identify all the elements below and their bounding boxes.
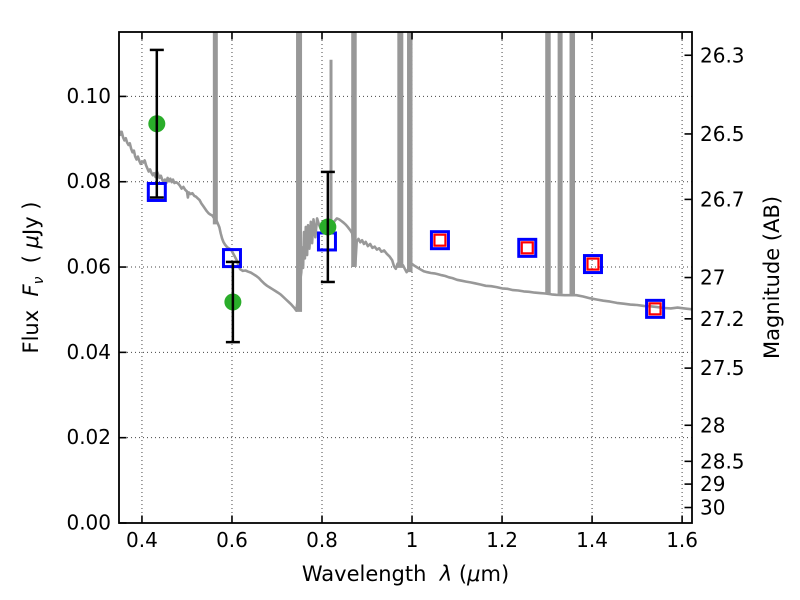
ir-photometry-point xyxy=(648,302,662,316)
magnitude-tick-label: 27.2 xyxy=(700,307,745,331)
flux-tick-label: 0.08 xyxy=(66,169,111,193)
magnitude-tick-label: 28.5 xyxy=(700,449,745,473)
x-tick-label: 1 xyxy=(406,528,419,552)
error-bars xyxy=(149,48,335,344)
magnitude-tick-label: 29 xyxy=(700,472,725,496)
x-tick-label: 0.6 xyxy=(216,528,248,552)
flux-tick-label: 0.06 xyxy=(66,255,111,279)
x-tick-label: 1.6 xyxy=(666,528,698,552)
model-photometry-point xyxy=(517,237,538,258)
y-axis-label-magnitude: Magnitude (AB) xyxy=(760,196,784,359)
ir-photometry-squares xyxy=(433,233,662,316)
x-tick-label: 0.8 xyxy=(306,528,338,552)
model-photometry-point xyxy=(645,298,666,319)
axis-ticks xyxy=(119,32,692,524)
flux-tick-labels: 0.00 0.02 0.04 0.06 0.08 0.10 xyxy=(66,84,111,535)
flux-tick-label: 0.04 xyxy=(66,340,111,364)
ir-photometry-point xyxy=(586,257,600,271)
y-axis-label-flux: Flux Fν ( μJy ) xyxy=(19,201,47,353)
x-tick-label: 1.4 xyxy=(576,528,608,552)
x-tick-label: 1.2 xyxy=(486,528,518,552)
magnitude-tick-label: 27 xyxy=(700,266,725,290)
model-photometry-point xyxy=(582,254,603,275)
magnitude-tick-label: 28 xyxy=(700,413,725,437)
flux-tick-label: 0.10 xyxy=(66,84,111,108)
ir-photometry-point xyxy=(520,241,534,255)
axis-labels: Wavelength λ (μm) Flux Fν ( μJy ) Magnitud… xyxy=(19,196,784,586)
ir-photometry-point xyxy=(433,233,447,247)
x-axis-label: Wavelength λ (μm) xyxy=(302,562,509,586)
x-tick-label: 0.4 xyxy=(126,528,158,552)
emission-lines xyxy=(212,32,576,312)
model-photometry-point xyxy=(429,230,450,251)
magnitude-tick-label: 26.5 xyxy=(700,122,745,146)
x-tick-labels: 0.4 0.6 0.8 1 1.2 1.4 1.6 xyxy=(126,528,698,552)
magnitude-tick-label: 30 xyxy=(700,496,725,520)
flux-tick-label: 0.00 xyxy=(66,511,111,535)
magnitude-tick-label: 27.5 xyxy=(700,356,745,380)
magnitude-tick-label: 26.7 xyxy=(700,187,745,211)
magnitude-tick-label: 26.3 xyxy=(700,43,745,67)
flux-tick-label: 0.02 xyxy=(66,425,111,449)
